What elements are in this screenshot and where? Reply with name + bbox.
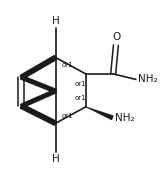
- Text: or1: or1: [75, 95, 86, 101]
- Text: NH₂: NH₂: [115, 113, 134, 123]
- Text: NH₂: NH₂: [138, 74, 158, 84]
- Polygon shape: [21, 89, 56, 108]
- Polygon shape: [86, 107, 113, 120]
- Polygon shape: [21, 76, 56, 93]
- Text: or1: or1: [75, 82, 86, 87]
- Text: H: H: [52, 16, 59, 26]
- Text: O: O: [113, 32, 121, 42]
- Text: or1: or1: [62, 113, 73, 119]
- Polygon shape: [20, 104, 57, 125]
- Polygon shape: [20, 56, 57, 79]
- Text: H: H: [52, 154, 59, 164]
- Text: or1: or1: [62, 62, 73, 68]
